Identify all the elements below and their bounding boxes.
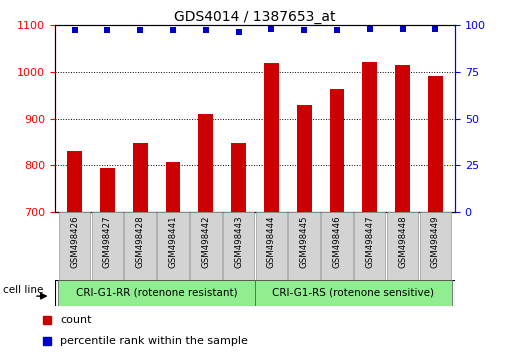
Bar xyxy=(297,105,312,212)
Bar xyxy=(264,63,279,212)
Bar xyxy=(256,212,287,280)
Text: GSM498446: GSM498446 xyxy=(333,216,342,268)
Bar xyxy=(157,212,189,280)
Point xyxy=(234,29,243,35)
Point xyxy=(136,28,144,33)
Text: GSM498443: GSM498443 xyxy=(234,216,243,268)
Bar xyxy=(329,89,344,212)
Bar xyxy=(354,212,385,280)
Title: GDS4014 / 1387653_at: GDS4014 / 1387653_at xyxy=(174,10,336,24)
Text: GSM498426: GSM498426 xyxy=(70,216,79,268)
Bar xyxy=(428,76,442,212)
Bar xyxy=(362,62,377,212)
Point xyxy=(333,28,341,33)
Bar xyxy=(92,212,123,280)
Bar xyxy=(67,152,82,212)
Bar xyxy=(321,212,353,280)
Point xyxy=(366,26,374,32)
Bar xyxy=(387,212,418,280)
Point xyxy=(71,28,79,33)
Text: CRI-G1-RR (rotenone resistant): CRI-G1-RR (rotenone resistant) xyxy=(76,288,237,298)
Point xyxy=(267,26,276,32)
Bar xyxy=(395,65,410,212)
Text: GSM498447: GSM498447 xyxy=(365,216,374,268)
Text: CRI-G1-RS (rotenone sensitive): CRI-G1-RS (rotenone sensitive) xyxy=(272,288,434,298)
Bar xyxy=(124,212,156,280)
Bar xyxy=(166,162,180,212)
Text: GSM498427: GSM498427 xyxy=(103,216,112,268)
Point xyxy=(103,28,111,33)
Bar xyxy=(231,143,246,212)
Point xyxy=(201,28,210,33)
Bar xyxy=(100,168,115,212)
Bar xyxy=(133,143,147,212)
Text: percentile rank within the sample: percentile rank within the sample xyxy=(60,336,248,346)
Point xyxy=(431,26,439,32)
Bar xyxy=(255,280,452,306)
Text: count: count xyxy=(60,315,92,325)
Text: GSM498449: GSM498449 xyxy=(431,216,440,268)
Text: GSM498444: GSM498444 xyxy=(267,216,276,268)
Bar xyxy=(198,114,213,212)
Bar xyxy=(288,212,320,280)
Text: GSM498448: GSM498448 xyxy=(398,216,407,268)
Point xyxy=(399,26,407,32)
Bar xyxy=(223,212,254,280)
Text: GSM498441: GSM498441 xyxy=(168,216,177,268)
Text: cell line: cell line xyxy=(3,285,43,295)
Bar xyxy=(419,212,451,280)
Bar xyxy=(59,212,90,280)
Text: GSM498442: GSM498442 xyxy=(201,216,210,268)
Point xyxy=(169,28,177,33)
Bar xyxy=(58,280,255,306)
Point xyxy=(300,28,309,33)
Bar xyxy=(190,212,222,280)
Text: GSM498428: GSM498428 xyxy=(135,216,145,268)
Text: GSM498445: GSM498445 xyxy=(300,216,309,268)
